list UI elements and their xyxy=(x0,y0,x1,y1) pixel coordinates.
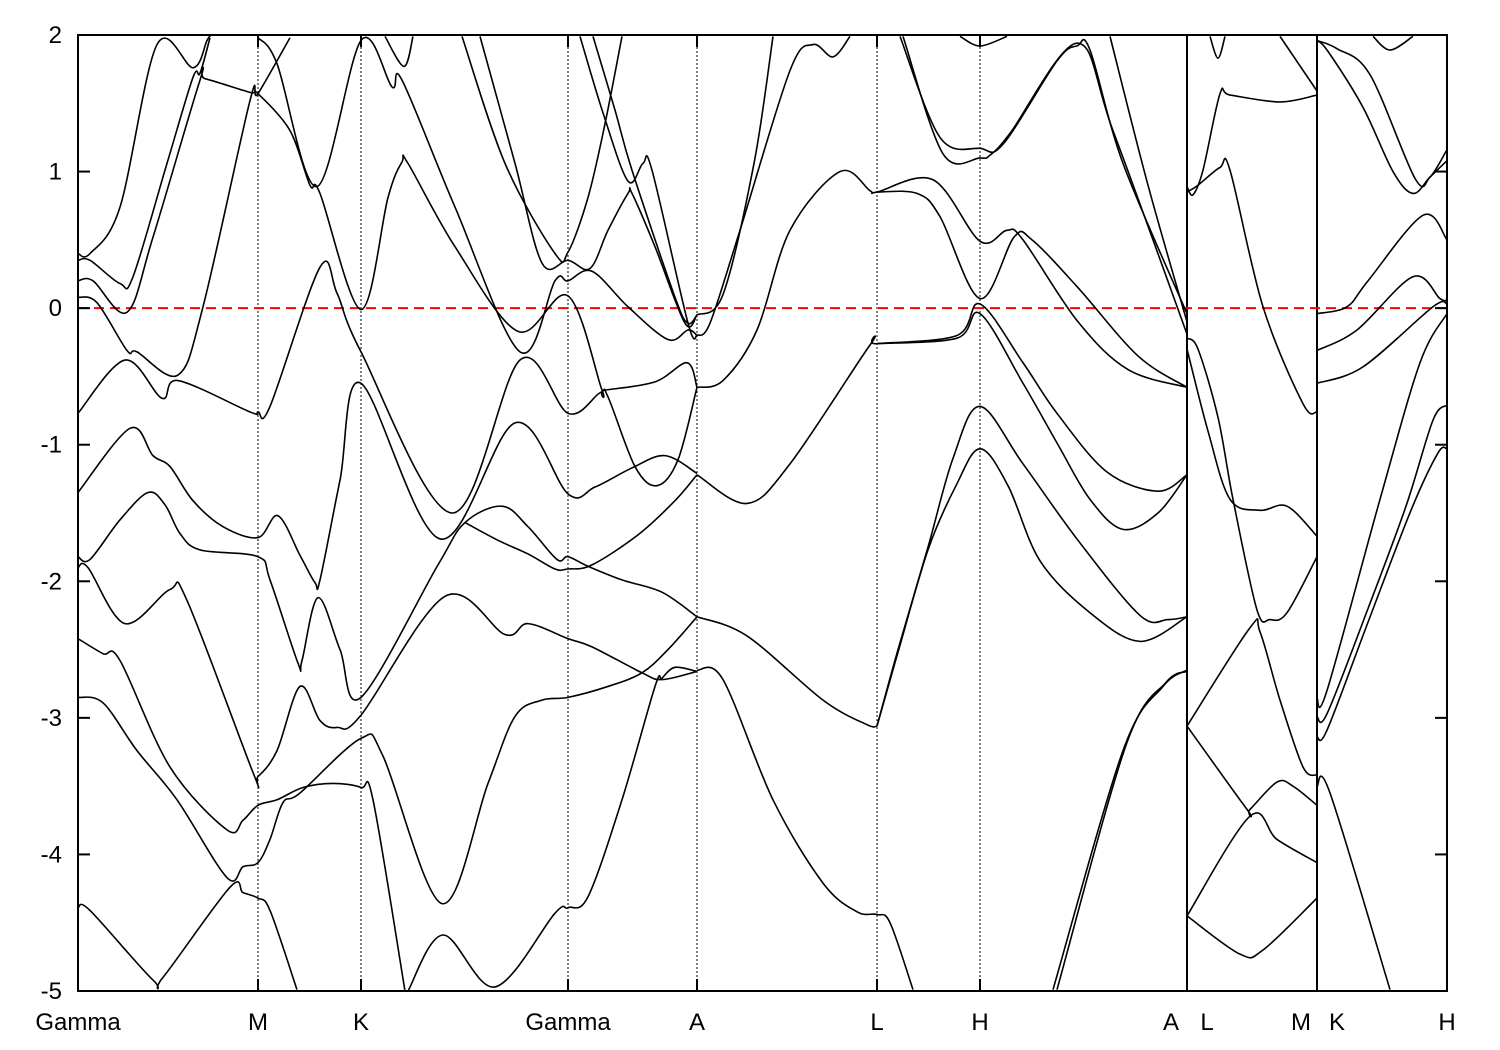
band-line xyxy=(1052,669,1188,990)
band-line xyxy=(696,169,1188,389)
band-line xyxy=(78,381,698,591)
band-line xyxy=(78,35,212,258)
band-line xyxy=(1186,157,1318,415)
band-line xyxy=(78,37,291,378)
band-line xyxy=(1186,348,1318,537)
band-line xyxy=(1316,404,1447,724)
band-line xyxy=(1186,618,1318,777)
y-axis: -5 -4 -3 -2 -1 0 1 2 xyxy=(41,22,1447,1005)
x-tick-label: A xyxy=(1163,1009,1179,1036)
band-line xyxy=(1316,275,1447,352)
band-line xyxy=(1056,670,1188,990)
x-axis: Gamma M K Gamma A L H A L M K H xyxy=(35,35,1456,1036)
band-line xyxy=(78,562,698,789)
band-line xyxy=(592,36,698,325)
band-line xyxy=(464,474,698,572)
band-line xyxy=(696,35,851,337)
y-tick-label: -1 xyxy=(41,432,62,459)
band-line xyxy=(959,35,1008,47)
band-line xyxy=(876,448,1188,727)
band-line xyxy=(78,37,211,290)
x-tick-label: L xyxy=(1200,1009,1213,1036)
y-tick-label: 0 xyxy=(49,295,62,322)
y-tick-label: -5 xyxy=(41,978,62,1005)
band-line xyxy=(461,36,623,263)
band-line xyxy=(1186,812,1318,917)
band-line xyxy=(696,616,878,728)
band-line xyxy=(876,311,1188,531)
x-tick-label: L xyxy=(870,1009,883,1036)
high-symmetry-lines xyxy=(257,35,1318,991)
y-tick-label: -4 xyxy=(41,841,62,868)
x-tick-label: H xyxy=(971,1009,988,1036)
band-line xyxy=(1316,313,1447,709)
plot-frame xyxy=(77,34,1448,992)
bands xyxy=(78,35,1447,991)
band-line xyxy=(902,36,1188,335)
x-tick-label: H xyxy=(1438,1009,1455,1036)
band-line xyxy=(1316,39,1447,188)
x-tick-label: K xyxy=(353,1009,369,1036)
band-line xyxy=(1279,35,1318,92)
band-line xyxy=(384,35,414,68)
y-tick-label: 1 xyxy=(49,159,62,186)
band-line xyxy=(876,190,1188,389)
x-tick-label: Gamma xyxy=(35,1009,121,1036)
band-line xyxy=(1186,87,1318,197)
band-line xyxy=(1316,213,1447,315)
band-line xyxy=(1186,725,1318,818)
x-tick-label: M xyxy=(248,1009,268,1036)
band-line xyxy=(1316,39,1447,195)
band-line xyxy=(1109,36,1188,323)
band-line xyxy=(579,36,698,340)
band-line xyxy=(1316,775,1391,990)
y-tick-label: -3 xyxy=(41,705,62,732)
band-line xyxy=(1316,446,1447,742)
band-line xyxy=(696,303,1188,505)
band-line xyxy=(78,637,406,991)
band-line xyxy=(1186,337,1318,623)
band-line xyxy=(78,491,698,701)
x-tick-label: A xyxy=(689,1009,705,1036)
band-line xyxy=(1186,897,1318,959)
band-line xyxy=(1316,300,1447,385)
y-tick-label: -2 xyxy=(41,568,62,595)
band-line xyxy=(696,36,774,316)
band-line xyxy=(78,66,698,399)
band-line xyxy=(1372,35,1414,51)
band-line xyxy=(407,666,698,991)
band-line xyxy=(479,36,698,328)
y-tick-label: 2 xyxy=(49,22,62,49)
band-line xyxy=(696,666,914,990)
band-line xyxy=(78,260,698,514)
band-line xyxy=(78,616,698,905)
x-tick-label: K xyxy=(1329,1009,1345,1036)
band-line xyxy=(78,881,298,990)
x-tick-label: Gamma xyxy=(525,1009,611,1036)
x-tick-label: M xyxy=(1291,1009,1311,1036)
band-line xyxy=(1209,36,1226,60)
band-line xyxy=(257,36,698,355)
